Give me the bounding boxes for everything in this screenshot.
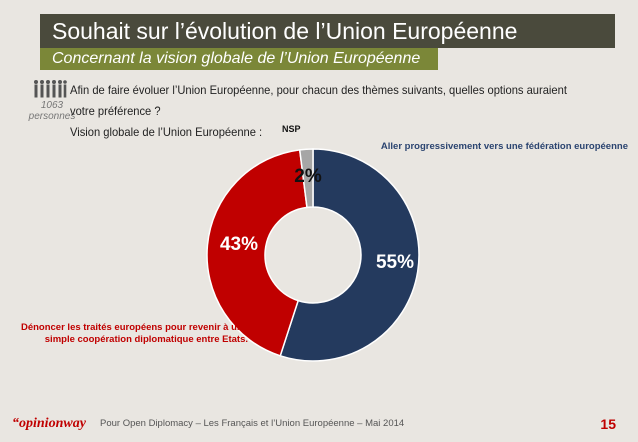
- legend-denoncer: Dénoncer les traités européens pour reve…: [20, 322, 248, 345]
- legend-nsp: NSP: [282, 124, 301, 134]
- footer-source: Pour Open Diplomacy – Les Français et l’…: [100, 418, 405, 429]
- question-text: Afin de faire évoluer l’Union Européenne…: [70, 80, 591, 143]
- slice-0: [279, 148, 420, 362]
- people-icon: [34, 80, 67, 98]
- question-line1: Afin de faire évoluer l’Union Européenne…: [70, 83, 567, 118]
- slice-value-label-2: 2%: [294, 166, 322, 187]
- slice-value-label-1: 43%: [220, 234, 258, 255]
- sample-size: 1063 personnes: [28, 100, 76, 122]
- title-bar: [40, 14, 615, 48]
- page-number: 15: [600, 416, 616, 432]
- page-title: Souhait sur l’évolution de l’Union Europ…: [52, 18, 518, 44]
- sample-unit: personnes: [28, 111, 76, 122]
- legend-federation: Aller progressivement vers une fédératio…: [380, 141, 628, 152]
- question-line2: Vision globale de l’Union Européenne :: [70, 125, 263, 139]
- opinionway-logo: “opinionway: [12, 416, 86, 431]
- sample-count: 1063: [40, 100, 64, 111]
- slice-2: [298, 148, 314, 209]
- slice-value-label-0: 55%: [376, 252, 414, 273]
- page-subtitle: Concernant la vision globale de l’Union …: [52, 50, 421, 67]
- slice-1: [206, 148, 308, 357]
- subtitle-bar: [40, 48, 438, 70]
